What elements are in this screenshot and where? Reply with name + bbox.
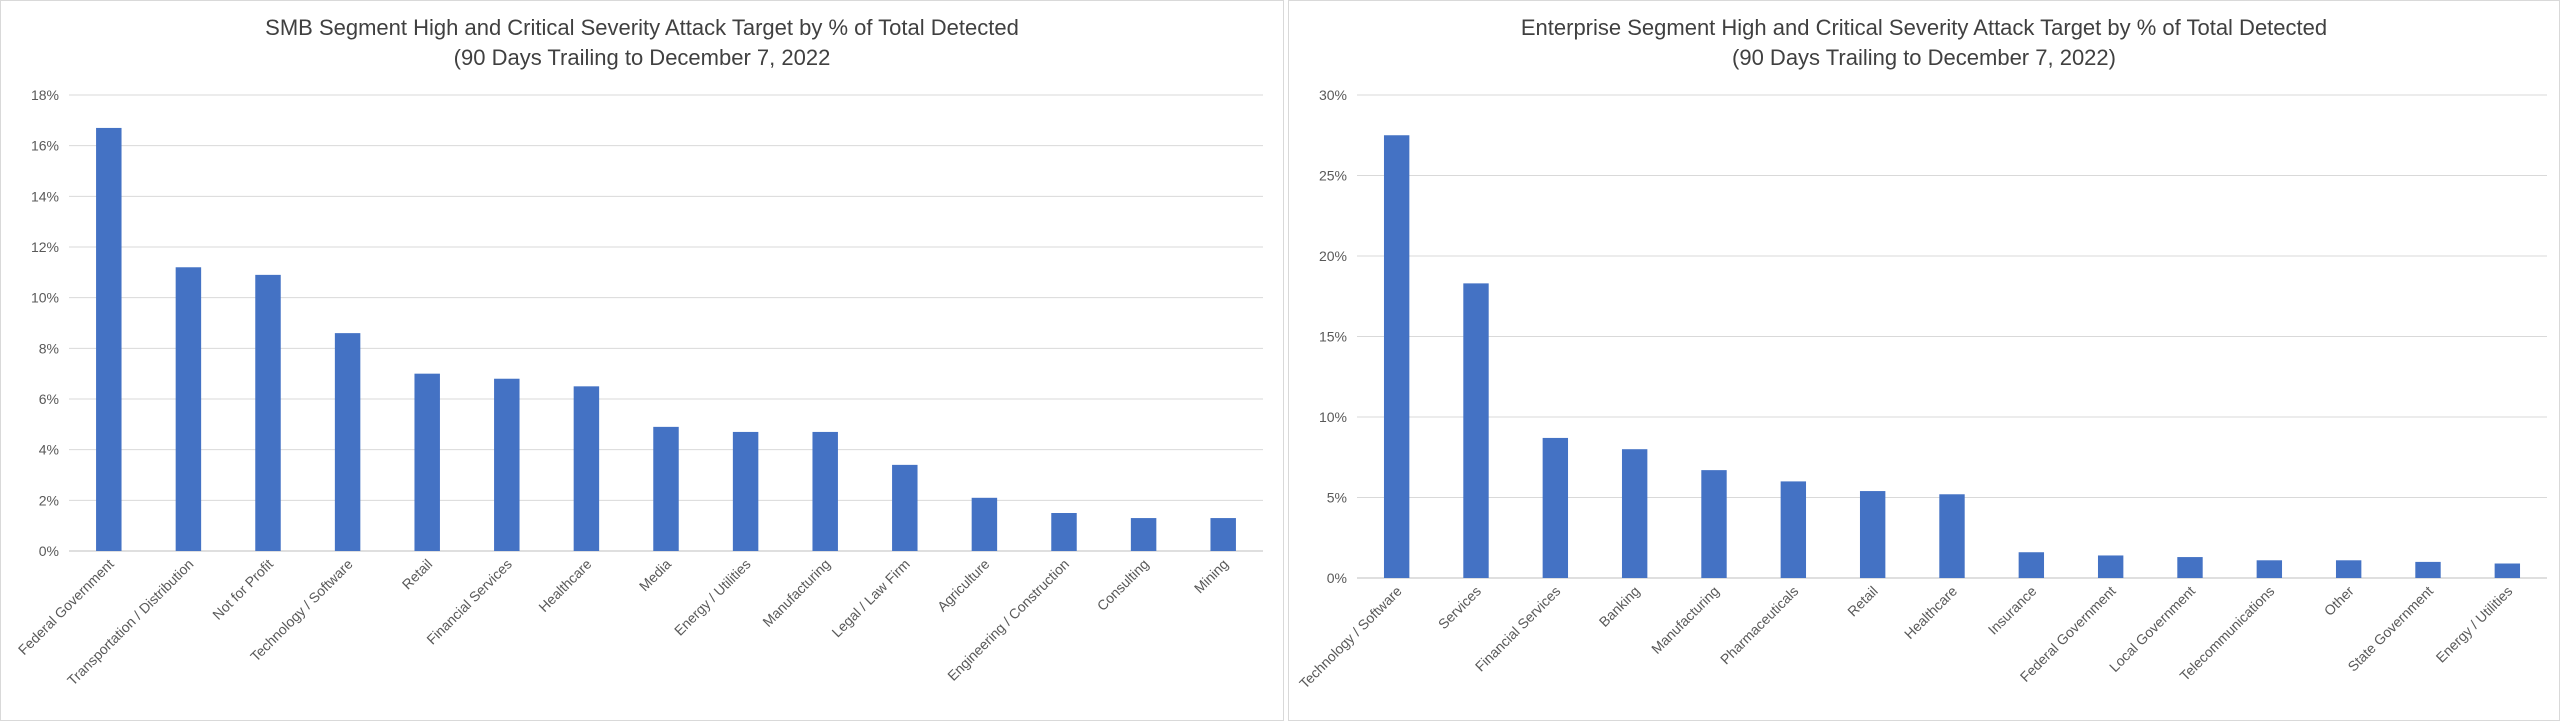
smb-y-tick-label: 4% xyxy=(39,442,59,458)
enterprise-y-tick-label: 25% xyxy=(1319,168,1347,184)
smb-bar xyxy=(96,127,122,551)
smb-bar xyxy=(653,426,679,551)
enterprise-bar xyxy=(1780,481,1807,578)
enterprise-bar xyxy=(2097,555,2124,578)
enterprise-category-label: Services xyxy=(1435,583,1484,632)
smb-bar xyxy=(255,274,281,551)
enterprise-y-tick-label: 10% xyxy=(1319,409,1347,425)
enterprise-y-tick-label: 15% xyxy=(1319,329,1347,345)
smb-bar xyxy=(1051,513,1077,551)
smb-chart-subtitle: (90 Days Trailing to December 7, 2022 xyxy=(453,45,831,70)
smb-bar xyxy=(334,333,361,551)
enterprise-category-label: Healthcare xyxy=(1901,583,1960,642)
smb-chart-title-block: SMB Segment High and Critical Severity A… xyxy=(1,13,1283,73)
enterprise-chart-title-block: Enterprise Segment High and Critical Sev… xyxy=(1289,13,2559,73)
enterprise-bar xyxy=(1542,437,1569,578)
smb-category-label: Transportation / Distribution xyxy=(64,556,197,689)
enterprise-bar xyxy=(2018,552,2045,578)
smb-category-label: Healthcare xyxy=(535,556,594,615)
enterprise-bar xyxy=(1701,470,1727,578)
smb-category-label: Energy / Utilities xyxy=(671,556,754,639)
smb-category-label: Not for Profit xyxy=(209,556,276,623)
enterprise-bar xyxy=(2494,563,2521,578)
enterprise-bar xyxy=(2335,560,2362,578)
smb-bar xyxy=(175,267,202,551)
smb-bar xyxy=(414,373,440,551)
enterprise-category-label: Manufacturing xyxy=(1648,583,1722,657)
smb-chart-title: SMB Segment High and Critical Severity A… xyxy=(265,15,1019,40)
smb-bar xyxy=(812,431,838,551)
enterprise-category-label: Banking xyxy=(1596,583,1643,630)
smb-y-tick-label: 16% xyxy=(31,138,59,154)
enterprise-bar xyxy=(2177,557,2203,578)
smb-y-tick-label: 0% xyxy=(39,543,59,559)
smb-category-label: Financial Services xyxy=(423,556,515,648)
enterprise-chart-subtitle: (90 Days Trailing to December 7, 2022) xyxy=(1732,45,2116,70)
enterprise-bar xyxy=(1939,494,1965,578)
smb-category-label: Legal / Law Firm xyxy=(828,556,912,640)
smb-bar xyxy=(732,431,759,551)
smb-bar-chart: 0%2%4%6%8%10%12%14%16%18%Federal Governm… xyxy=(15,87,1263,689)
enterprise-bar xyxy=(2415,561,2441,578)
enterprise-category-label: State Government xyxy=(2344,583,2436,675)
enterprise-category-label: Local Government xyxy=(2106,583,2198,675)
enterprise-category-label: Insurance xyxy=(1985,583,2040,638)
enterprise-category-label: Technology / Software xyxy=(1296,583,1405,692)
enterprise-bar xyxy=(1621,449,1648,578)
enterprise-category-label: Financial Services xyxy=(1472,583,1564,675)
smb-category-label: Consulting xyxy=(1094,556,1152,614)
enterprise-chart-title: Enterprise Segment High and Critical Sev… xyxy=(1520,15,2328,40)
smb-category-label: Agriculture xyxy=(934,556,993,615)
smb-y-tick-label: 8% xyxy=(39,340,59,356)
enterprise-bar-chart: 0% 5% 10% 15% 20% 25% 30% Technology / Software… xyxy=(1296,87,2547,692)
smb-category-label: Mining xyxy=(1191,556,1231,596)
smb-bar xyxy=(494,378,520,551)
smb-y-tick-label: 12% xyxy=(31,239,59,255)
enterprise-bar xyxy=(1859,491,1886,578)
enterprise-bar xyxy=(1383,135,1410,578)
enterprise-chart-panel: Enterprise Segment High and Critical Sev… xyxy=(1288,0,2560,721)
enterprise-y-tick-label: 20% xyxy=(1319,248,1347,264)
smb-chart-panel: SMB Segment High and Critical Severity A… xyxy=(0,0,1284,721)
smb-bar xyxy=(1130,518,1157,551)
enterprise-y-tick-label: 30% xyxy=(1319,87,1347,103)
smb-y-tick-label: 10% xyxy=(31,290,59,306)
enterprise-y-tick-label: 0% xyxy=(1327,570,1347,586)
smb-bar xyxy=(892,464,918,551)
smb-bar xyxy=(971,497,998,551)
smb-y-tick-label: 6% xyxy=(39,391,59,407)
enterprise-category-label: Energy / Utilities xyxy=(2433,583,2516,666)
enterprise-bar xyxy=(1463,283,1489,578)
enterprise-category-label: Retail xyxy=(1844,583,1881,620)
smb-bar xyxy=(1210,518,1236,551)
smb-y-tick-label: 2% xyxy=(39,492,59,508)
enterprise-bar xyxy=(2256,560,2283,578)
enterprise-y-tick-label: 5% xyxy=(1327,490,1347,506)
enterprise-category-label: Pharmaceuticals xyxy=(1717,583,1801,667)
smb-y-tick-label: 14% xyxy=(31,188,59,204)
smb-category-label: Manufacturing xyxy=(759,556,833,630)
enterprise-category-label: Other xyxy=(2321,583,2357,619)
smb-category-label: Retail xyxy=(399,556,436,593)
smb-y-tick-label: 18% xyxy=(31,87,59,103)
smb-bar xyxy=(573,386,600,551)
smb-category-label: Media xyxy=(636,556,674,594)
